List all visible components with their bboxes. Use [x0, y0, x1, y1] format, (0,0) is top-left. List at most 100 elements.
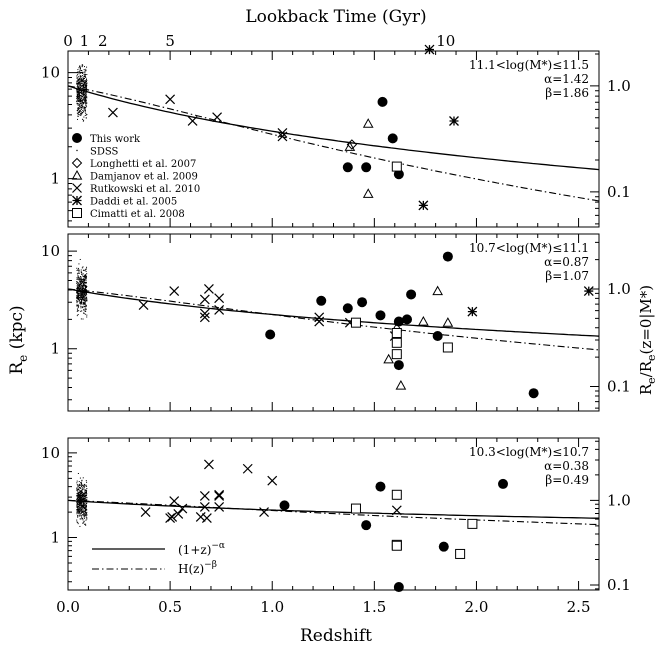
sdss-point: [84, 66, 86, 68]
sdss-point: [80, 294, 82, 296]
sdss-point: [85, 282, 87, 284]
sdss-point: [80, 109, 82, 111]
square-point: [350, 317, 361, 328]
sdss-point: [82, 282, 84, 284]
sdss-point: [80, 497, 82, 499]
sdss-point: [77, 115, 79, 117]
sdss-point: [78, 501, 80, 503]
filled-circle-point: [406, 289, 417, 300]
hubble-fit: [67, 499, 600, 526]
sdss-point: [84, 102, 86, 104]
sdss-point: [82, 489, 84, 491]
sdss-point: [83, 86, 85, 88]
sdss-point: [82, 109, 84, 111]
sdss-point: [80, 498, 82, 500]
sdss-point: [78, 502, 80, 504]
sdss-point: [77, 71, 79, 73]
sdss-point: [78, 497, 80, 499]
sdss-point: [86, 490, 88, 492]
sdss-point: [82, 64, 84, 66]
sdss-point: [83, 101, 85, 103]
sdss-point: [78, 93, 80, 95]
sdss-point: [85, 100, 87, 102]
sdss-point: [86, 481, 88, 483]
sdss-point: [84, 493, 86, 495]
cross-point: [169, 496, 180, 506]
sdss-point: [76, 509, 78, 511]
sdss-point: [80, 99, 82, 101]
sdss-point: [86, 79, 88, 81]
sdss-point: [78, 67, 80, 69]
sdss-point: [76, 281, 78, 283]
sdss-point: [79, 280, 81, 282]
sdss-point: [76, 484, 78, 486]
sdss-point: [81, 285, 83, 287]
sdss-point: [85, 82, 87, 84]
sdss-point: [77, 291, 79, 293]
y-right-title: Re/Re(z=0|M*): [637, 285, 658, 395]
sdss-point: [84, 288, 86, 290]
sdss-point: [83, 279, 85, 281]
sdss-point: [85, 289, 87, 291]
sdss-point: [85, 81, 87, 83]
sdss-point: [85, 524, 87, 526]
sdss-point: [77, 93, 79, 95]
sdss-point: [78, 287, 80, 289]
sdss-point: [79, 286, 81, 288]
sdss-point: [83, 487, 85, 489]
sdss-point: [84, 84, 86, 86]
sdss-point: [80, 482, 82, 484]
sdss-point: [83, 119, 85, 121]
sdss-point: [85, 94, 87, 96]
sdss-point: [81, 516, 83, 518]
sdss-point: [77, 272, 79, 274]
sdss-point: [79, 297, 81, 299]
sdss-point: [76, 513, 78, 515]
top-axis-ticks: 0 1 2 5 10: [63, 32, 455, 50]
sdss-point: [81, 480, 83, 482]
sdss-point: [82, 102, 84, 104]
sdss-point: [77, 521, 79, 523]
sdss-point: [79, 281, 81, 283]
sdss-point: [80, 510, 82, 512]
y-ticks-right: [590, 241, 599, 409]
sdss-point: [80, 506, 82, 508]
sdss-point: [85, 504, 87, 506]
sdss-point: [78, 105, 80, 107]
sdss-point: [86, 517, 88, 519]
sdss-point: [81, 281, 83, 283]
power-law-fit: [67, 85, 600, 171]
cross-point: [199, 308, 210, 319]
sdss-point: [83, 285, 85, 287]
sdss-point: [79, 494, 81, 496]
sdss-point: [76, 102, 78, 104]
filled-circle-point: [432, 331, 443, 342]
sdss-point: [79, 101, 81, 103]
triangle-point: [362, 188, 374, 198]
sdss-point: [79, 282, 81, 284]
panel-bottom: 1 10 1.0 0.1 10.3<log(M*)≤10.7α=0.38β=0.49: [41, 437, 631, 594]
x-tick-label: 2.5: [567, 598, 591, 616]
sdss-point: [80, 91, 82, 93]
sdss-point: [81, 80, 83, 82]
series-cross: [108, 94, 288, 142]
sdss-point: [79, 69, 81, 71]
sdss-point: [81, 294, 83, 296]
sdss-point: [78, 270, 80, 272]
sdss-point: [79, 288, 81, 290]
sdss-point: [85, 85, 87, 87]
sdss-point: [77, 93, 79, 95]
sdss-point: [78, 512, 80, 514]
sdss-point: [80, 292, 82, 294]
sdss-point: [79, 483, 81, 485]
cross-point: [203, 459, 214, 470]
panel-annotation: 10.7<log(M*)≤11.1: [469, 241, 589, 255]
sdss-point: [83, 516, 85, 518]
sdss-point: [78, 514, 80, 516]
asterisk-point: [583, 286, 594, 297]
x-axis-title: Redshift: [300, 626, 372, 646]
sdss-point: [78, 489, 80, 491]
y-tick-label: 1: [50, 340, 60, 358]
sdss-point: [83, 98, 85, 100]
sdss-point: [77, 276, 79, 278]
